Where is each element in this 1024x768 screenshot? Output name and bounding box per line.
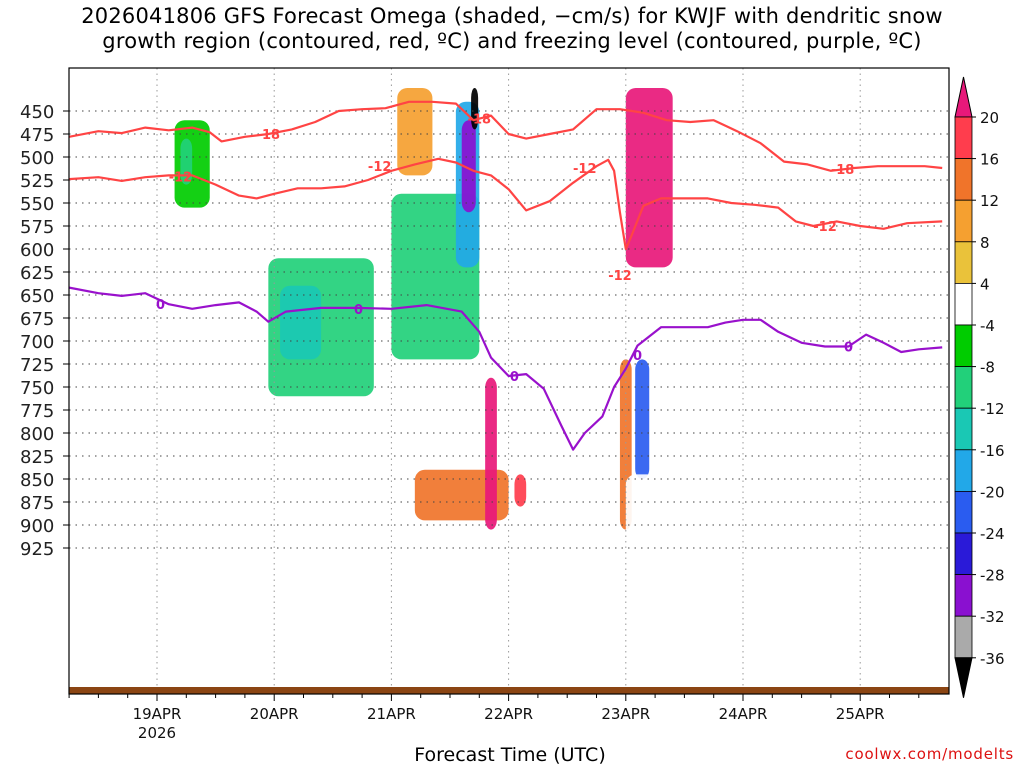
- x-axis-title: Forecast Time (UTC): [414, 744, 606, 766]
- label-zero-a: 0: [156, 298, 165, 313]
- ytick-label-450: 450: [20, 102, 54, 123]
- ytick-label-800: 800: [20, 424, 54, 445]
- temperature-contours: -12 -12 -12 -12 -12 -18 -18 -18 0 0 0 0 0: [69, 100, 943, 451]
- colorbar-label-5: -4: [980, 317, 995, 335]
- xtick-label-21APR: 21APR: [367, 705, 416, 723]
- omega-colorbar: 20 16 12 8 4 -4 -8 -12 -16 -20 -24 -28 -32 -36: [954, 76, 1005, 698]
- title-line-2: growth region (contoured, red, ºC) and f…: [102, 29, 922, 53]
- label-minus12-b: -12: [368, 160, 392, 175]
- omega-region-4: [280, 285, 322, 360]
- omega-region-11: [635, 359, 650, 479]
- ytick-label-475: 475: [20, 125, 54, 146]
- xtick-label-23APR: 23APR: [601, 705, 650, 723]
- omega-region-0: [115, 115, 128, 268]
- colorbar-label-11: -28: [980, 567, 1005, 585]
- colorbar-swatch-11: [954, 574, 973, 617]
- ytick-label-750: 750: [20, 378, 54, 399]
- colorbar-swatch-0: [954, 116, 973, 159]
- omega-region-17: [625, 474, 697, 539]
- ytick-label-850: 850: [20, 470, 54, 491]
- colorbar-label-4: 4: [980, 275, 990, 293]
- colorbar-label-2: 12: [980, 192, 999, 210]
- omega-region-15: [514, 474, 527, 507]
- colorbar-swatch-4: [954, 282, 973, 326]
- colorbar-label-9: -20: [980, 483, 1005, 501]
- colorbar-swatch-5: [954, 324, 973, 367]
- xtick-label-22APR: 22APR: [484, 705, 533, 723]
- colorbar-swatch-1: [954, 158, 973, 201]
- xtick-label-20APR: 20APR: [250, 705, 299, 723]
- colorbar-label-7: -12: [980, 400, 1005, 418]
- ground-surface: [69, 687, 949, 694]
- colorbar-label-13: -36: [980, 650, 1005, 668]
- colorbar-label-8: -16: [980, 442, 1005, 460]
- ytick-label-900: 900: [20, 516, 54, 537]
- ytick-label-925: 925: [20, 539, 54, 560]
- xtick-label-19APR: 19APR: [133, 705, 182, 723]
- omega-region-2: [180, 138, 193, 185]
- colorbar-swatch-12: [954, 615, 973, 659]
- title-line-1: 2026041806 GFS Forecast Omega (shaded, −…: [81, 4, 943, 28]
- ytick-label-650: 650: [20, 286, 54, 307]
- colorbar-swatch-9: [954, 490, 973, 534]
- colorbar-swatch-6: [954, 366, 973, 409]
- ytick-label-600: 600: [20, 240, 54, 261]
- ytick-label-700: 700: [20, 332, 54, 353]
- label-minus18-b: -18: [468, 112, 492, 127]
- colorbar-label-12: -32: [980, 608, 1005, 626]
- colorbar-swatch-8: [954, 449, 973, 492]
- omega-region-7: [461, 120, 476, 213]
- colorbar-swatch-10: [954, 532, 973, 575]
- credit-text: coolwx.com/modelts: [845, 745, 1014, 763]
- ytick-label-625: 625: [20, 263, 54, 284]
- label-minus18-a: -18: [257, 128, 281, 143]
- label-minus18-c: -18: [831, 163, 855, 178]
- colorbar-label-0: 20: [980, 109, 999, 127]
- ytick-label-575: 575: [20, 217, 54, 238]
- ytick-label-725: 725: [20, 355, 54, 376]
- xtick-sublabel: 2026: [138, 724, 176, 742]
- dendritic-contour-0: [69, 157, 943, 251]
- freezing-level-line: [69, 286, 943, 451]
- label-minus12-d: -12: [813, 220, 837, 235]
- colorbar-swatch-2: [954, 199, 973, 243]
- label-zero-d: 0: [633, 349, 642, 364]
- ytick-label-675: 675: [20, 309, 54, 330]
- chart-title: 2026041806 GFS Forecast Omega (shaded, −…: [0, 4, 1024, 54]
- ytick-label-500: 500: [20, 148, 54, 169]
- label-minus12-a: -12: [169, 170, 193, 185]
- ytick-label-525: 525: [20, 171, 54, 192]
- xtick-label-24APR: 24APR: [719, 705, 768, 723]
- label-zero-c: 0: [510, 370, 519, 385]
- colorbar-swatch-7: [954, 407, 973, 451]
- omega-region-14: [485, 377, 497, 530]
- colorbar-label-10: -24: [980, 525, 1005, 543]
- xtick-label-25APR: 25APR: [836, 705, 885, 723]
- label-zero-b: 0: [354, 303, 363, 318]
- colorbar-bottom-arrow: [954, 657, 973, 698]
- dendritic-contour-1: [69, 100, 943, 172]
- colorbar-label-3: 8: [980, 234, 990, 252]
- pressure-axis: 4504755005255505756006256506757007257507…: [20, 102, 69, 560]
- ytick-label-550: 550: [20, 194, 54, 215]
- colorbar-top-arrow: [954, 76, 973, 118]
- omega-shading-layer: [115, 88, 697, 539]
- label-minus12-e: -12: [608, 269, 632, 284]
- omega-region-9: [397, 88, 433, 176]
- ytick-label-875: 875: [20, 493, 54, 514]
- ytick-label-825: 825: [20, 447, 54, 468]
- colorbar-label-6: -8: [980, 359, 995, 377]
- colorbar-label-1: 16: [980, 151, 999, 169]
- label-minus12-c: -12: [573, 162, 597, 177]
- ytick-label-775: 775: [20, 401, 54, 422]
- colorbar-swatch-3: [954, 241, 973, 284]
- label-zero-e: 0: [844, 341, 853, 356]
